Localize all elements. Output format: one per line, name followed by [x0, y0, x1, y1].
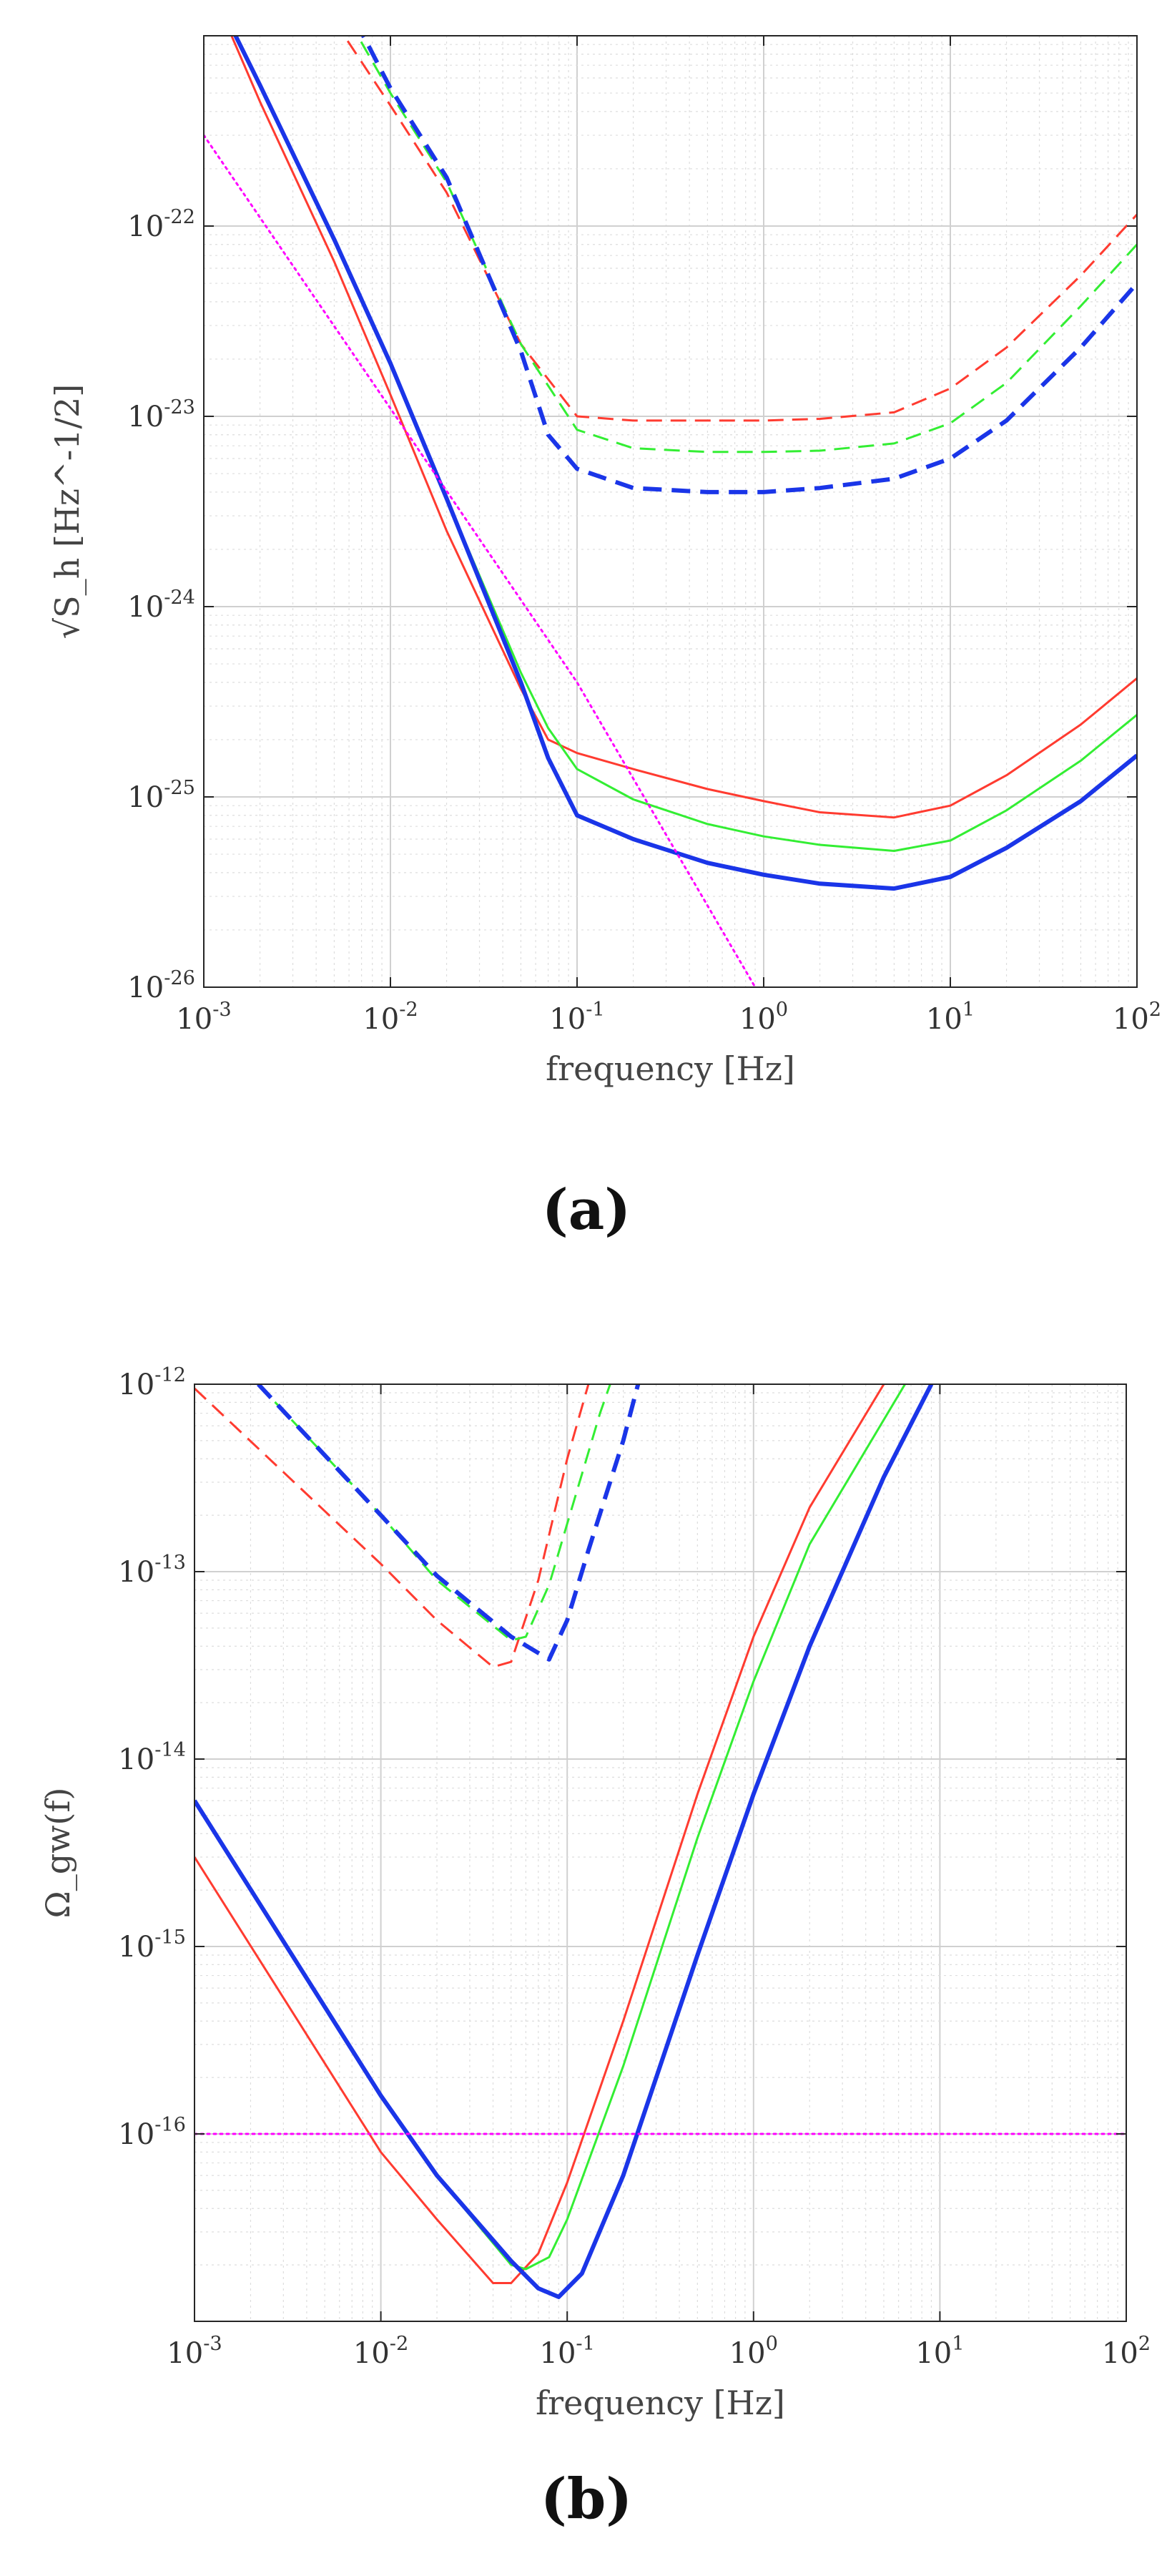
x-tick-label: 10-1 [540, 2333, 595, 2370]
y-tick-label: 10-16 [118, 2114, 186, 2151]
axes-frame [194, 1384, 1127, 2322]
y-tick-label: 10-24 [127, 587, 195, 624]
grid [203, 36, 1137, 988]
x-tick-label: 10-2 [363, 999, 418, 1036]
series-line-red-dashed [194, 1384, 590, 1668]
series-line-red-dashed [343, 36, 1137, 422]
x-axis-title: frequency [Hz] [546, 1049, 795, 1088]
y-tick-label: 10-22 [127, 206, 195, 243]
panel-label-a: (a) [542, 1177, 631, 1243]
x-tick-label: 102 [1113, 999, 1161, 1036]
chart-panel-b: 10-3 10-2 10-1 100 101 102 10-16 10-15 10-14 10-1… [39, 1364, 1151, 2422]
series-group [194, 1384, 1126, 2299]
series-line-blue-solid [233, 36, 1137, 891]
y-tick-label: 10-13 [118, 1552, 186, 1589]
y-tick-label: 10-25 [127, 777, 195, 814]
x-tick-label: 100 [729, 2333, 778, 2370]
tick-marks [203, 35, 1138, 988]
y-tick-label: 10-12 [118, 1364, 186, 1401]
x-tick-label: 100 [739, 999, 788, 1036]
series-line-red-solid [230, 36, 1137, 819]
tick-marks [194, 1384, 1127, 2322]
axes-frame [203, 35, 1138, 988]
series-line-magenta-dotted [204, 134, 757, 987]
x-tick-label: 10-3 [167, 2333, 222, 2370]
series-line-blue-dashed [257, 1384, 641, 1662]
grid [194, 1384, 1126, 2322]
x-tick-label: 10-1 [549, 999, 604, 1036]
x-axis-title: frequency [Hz] [536, 2384, 785, 2422]
x-tick-label: 101 [926, 999, 975, 1036]
y-tick-label: 10-15 [118, 1926, 186, 1964]
series-line-blue-dashed [360, 36, 1137, 494]
series-line-blue-solid [194, 1384, 934, 2299]
y-axis-title: √S_h [Hz^-1/2] [48, 384, 87, 639]
x-tick-label: 101 [915, 2333, 964, 2370]
series-group [204, 36, 1137, 987]
y-tick-label: 10-23 [127, 396, 195, 434]
panel-label-b: (b) [541, 2467, 632, 2532]
x-tick-label: 102 [1102, 2333, 1151, 2370]
x-tick-label: 10-3 [176, 999, 231, 1036]
y-tick-label: 10-14 [118, 1739, 186, 1776]
plot-area [194, 1384, 1126, 2321]
y-axis-title: Ω_gw(f) [39, 1788, 77, 1919]
plot-area [204, 36, 1137, 987]
x-tick-label: 10-2 [353, 2333, 408, 2370]
series-line-green-dashed [356, 36, 1137, 454]
y-tick-label: 10-26 [127, 967, 195, 1004]
chart-panel-a: 10-3 10-2 10-1 100 101 102 10-26 10-25 10-24 10-2… [48, 35, 1161, 1088]
series-line-red-solid [194, 1384, 885, 2284]
